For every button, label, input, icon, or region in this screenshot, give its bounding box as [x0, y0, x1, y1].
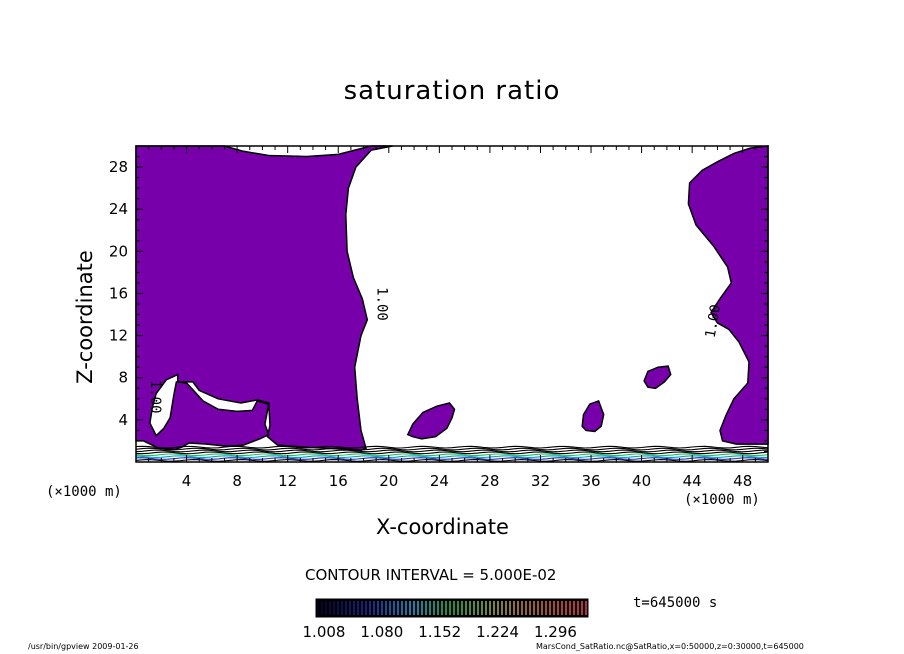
y-tick-label: 28	[109, 158, 128, 176]
contour-interval: CONTOUR INTERVAL = 5.000E-02	[305, 566, 557, 584]
y-tick-label: 12	[109, 327, 128, 345]
contour-label: 1.00	[373, 287, 389, 321]
y-tick-label: 16	[109, 284, 128, 302]
surface-contour-line	[135, 451, 769, 455]
colorbar-tick-label: 1.224	[476, 623, 519, 641]
y-tick-label: 24	[109, 200, 128, 218]
chart-title: saturation ratio	[343, 76, 561, 106]
y-axis-label: Z-coordinate	[73, 250, 97, 384]
x-tick-label: 4	[182, 472, 192, 490]
x-tick-label: 32	[531, 472, 550, 490]
x-tick-label: 44	[683, 472, 702, 490]
surface-contour-line	[135, 445, 769, 449]
surface-contour-line	[135, 449, 768, 453]
region-blob-24	[406, 402, 456, 440]
region-left-block	[135, 145, 393, 452]
colorbar-tick-label: 1.296	[534, 623, 577, 641]
x-tick-label: 12	[278, 472, 297, 490]
x-unit-note-right: (×1000 m)	[684, 492, 760, 508]
surface-contour-line	[135, 447, 769, 451]
x-tick-label: 20	[379, 472, 398, 490]
saturated-regions	[135, 145, 769, 452]
x-tick-label: 16	[329, 472, 348, 490]
colorbar-tick-label: 1.008	[303, 623, 346, 641]
contour-label: 1.00	[147, 380, 163, 414]
x-axis-ticks: 4 8 12 16 20 24 28 32 36 40 44 48	[135, 146, 769, 490]
colorbar-tick-label: 1.080	[360, 623, 403, 641]
time-label: t=645000 s	[633, 595, 718, 611]
contour-label: 1.00	[703, 303, 725, 339]
colorbar-frame	[315, 598, 589, 618]
y-tick-label: 8	[118, 369, 128, 387]
surface-contour-line	[135, 455, 769, 459]
x-tick-label: 28	[480, 472, 499, 490]
y-tick-label: 4	[118, 411, 128, 429]
x-tick-label: 48	[733, 472, 752, 490]
footer-left: /usr/bin/gpview 2009-01-26	[28, 642, 139, 651]
footer-right: MarsCond_SatRatio.nc@SatRatio,x=0:50000,…	[536, 642, 804, 651]
x-axis-label: X-coordinate	[376, 515, 509, 539]
x-tick-label: 40	[632, 472, 651, 490]
y-axis-ticks: 4 8 12 16 20 24 28	[109, 145, 768, 463]
surface-contour-line	[135, 453, 769, 457]
x-tick-label: 8	[232, 472, 242, 490]
region-right-block	[687, 145, 769, 445]
colorbar-tick-label: 1.152	[418, 623, 461, 641]
y-tick-label: 20	[109, 242, 128, 260]
x-unit-note-left: (×1000 m)	[46, 484, 122, 500]
colorbar: 1.008 1.080 1.152 1.224 1.296	[303, 598, 589, 641]
region-blob-36	[581, 399, 605, 433]
region-blob-41	[643, 365, 672, 390]
contour-labels: 1.00 1.00 1.00	[147, 287, 724, 413]
x-tick-label: 36	[581, 472, 600, 490]
x-tick-label: 24	[430, 472, 449, 490]
